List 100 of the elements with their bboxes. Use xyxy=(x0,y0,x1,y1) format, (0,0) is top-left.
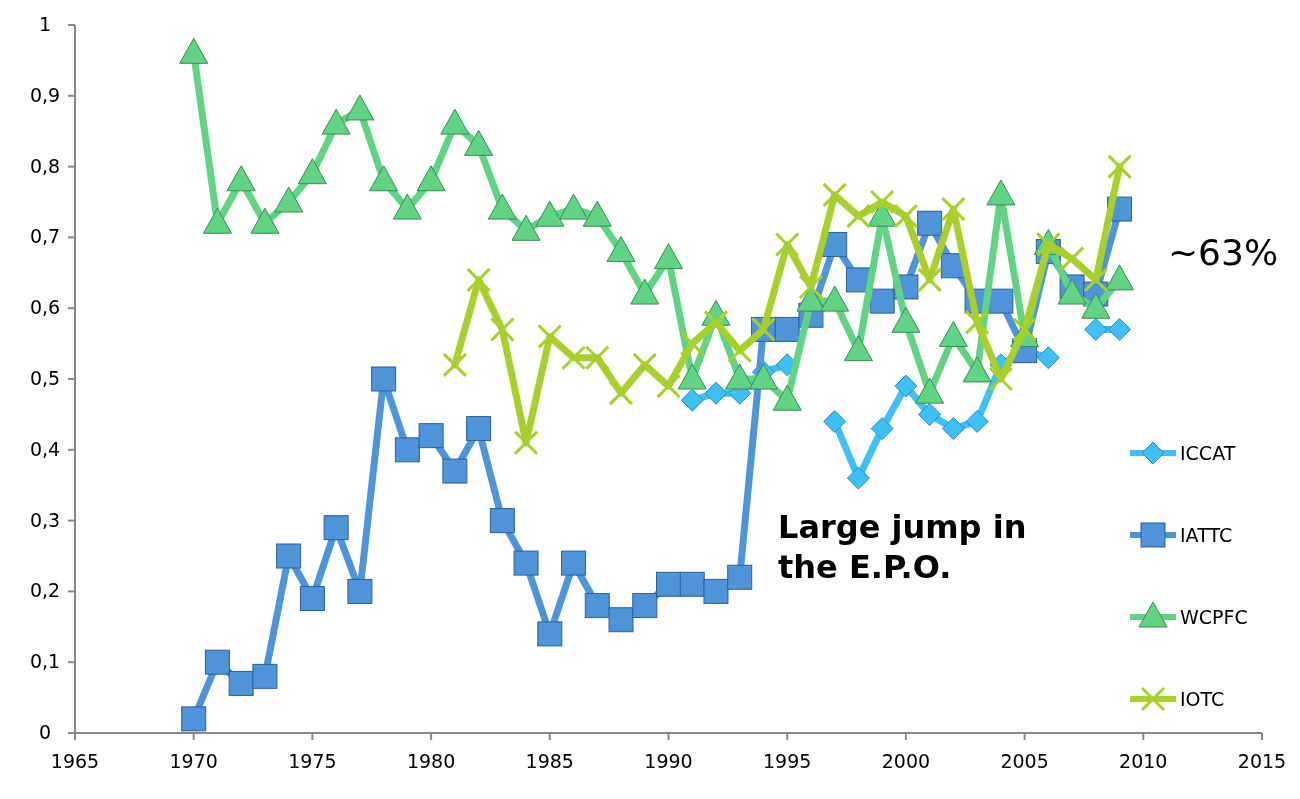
point xyxy=(748,363,778,390)
x-tick-label: 1995 xyxy=(763,750,812,772)
point xyxy=(371,366,397,392)
point xyxy=(654,243,683,270)
point xyxy=(369,165,399,192)
x-tick-label: 2010 xyxy=(1119,750,1168,772)
point xyxy=(561,550,587,576)
y-tick-label: 0,8 xyxy=(29,154,61,177)
point xyxy=(489,316,515,342)
x-tick-label: 2015 xyxy=(1237,750,1287,772)
point xyxy=(228,670,254,696)
point xyxy=(1084,317,1108,341)
point xyxy=(964,309,990,335)
point xyxy=(418,423,444,449)
y-tick-label: 0,7 xyxy=(29,225,61,248)
point xyxy=(584,345,610,371)
point xyxy=(891,306,921,333)
point xyxy=(204,649,230,675)
y-tick-label: 0,2 xyxy=(29,579,61,602)
point xyxy=(1081,292,1111,319)
point xyxy=(252,663,278,689)
point xyxy=(466,267,492,293)
y-tick-label: 1 xyxy=(38,13,52,35)
point xyxy=(394,437,420,463)
point xyxy=(962,356,992,383)
point xyxy=(276,543,302,569)
point xyxy=(537,621,563,647)
y-tick-label: 0,3 xyxy=(29,508,61,531)
point xyxy=(869,189,895,215)
point xyxy=(798,274,824,300)
point xyxy=(487,193,517,220)
point xyxy=(870,417,894,441)
point xyxy=(845,203,871,229)
point xyxy=(511,214,541,241)
point xyxy=(1059,246,1085,272)
point xyxy=(679,331,705,357)
point xyxy=(559,193,589,220)
point xyxy=(1083,267,1109,293)
point xyxy=(345,94,375,121)
point xyxy=(1108,317,1132,341)
point xyxy=(965,409,989,433)
point xyxy=(582,200,612,227)
y-tick-label: 0,5 xyxy=(29,367,61,389)
point xyxy=(894,374,918,398)
point xyxy=(608,380,634,406)
point xyxy=(442,458,468,484)
point xyxy=(299,585,325,611)
point xyxy=(938,321,968,348)
point xyxy=(442,352,468,378)
y-tick-label: 0 xyxy=(38,721,52,743)
point xyxy=(823,409,847,433)
point xyxy=(250,207,280,234)
point xyxy=(988,288,1014,314)
legend-label: IOTC xyxy=(1180,688,1225,710)
point xyxy=(535,200,565,227)
point xyxy=(464,129,494,156)
point xyxy=(774,231,800,257)
annotation: ~63% xyxy=(1167,232,1279,273)
point xyxy=(1036,346,1060,370)
point xyxy=(1107,154,1133,180)
point xyxy=(321,108,351,135)
point xyxy=(466,416,492,442)
point xyxy=(181,706,207,732)
point xyxy=(489,508,515,534)
point xyxy=(392,193,422,220)
point xyxy=(513,430,539,456)
point xyxy=(703,578,729,604)
point xyxy=(656,571,681,597)
point xyxy=(869,288,895,314)
point xyxy=(608,607,634,633)
point xyxy=(774,316,800,342)
point xyxy=(940,196,966,222)
point xyxy=(606,236,636,263)
point xyxy=(846,466,870,490)
y-tick-label: 0,4 xyxy=(29,437,61,460)
point xyxy=(513,550,539,576)
point xyxy=(632,593,658,619)
point xyxy=(986,179,1016,206)
point xyxy=(561,345,587,371)
point xyxy=(677,363,707,390)
point xyxy=(416,165,446,192)
point xyxy=(1105,264,1135,291)
y-tick-label: 0,6 xyxy=(29,296,61,319)
point xyxy=(179,37,209,64)
point xyxy=(656,373,681,399)
point xyxy=(202,207,232,234)
y-tick-label: 0,9 xyxy=(29,83,61,106)
point xyxy=(630,278,660,305)
y-tick-label: 0,1 xyxy=(29,650,61,673)
point xyxy=(820,285,850,312)
legend-label: ICCAT xyxy=(1180,442,1236,464)
point xyxy=(226,165,256,192)
point xyxy=(274,186,304,213)
point xyxy=(680,388,704,412)
x-tick-label: 2000 xyxy=(881,750,931,772)
x-tick-label: 1970 xyxy=(169,750,218,772)
legend-label: WCPFC xyxy=(1180,606,1248,628)
point xyxy=(679,571,705,597)
annotation: Large jump in the E.P.O. xyxy=(778,508,1027,586)
point xyxy=(918,402,942,426)
